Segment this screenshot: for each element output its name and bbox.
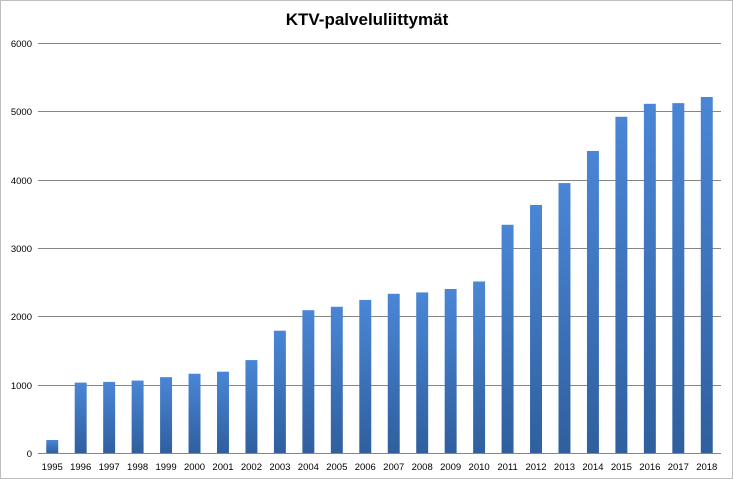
bar-1997 <box>103 381 116 453</box>
bar-2007 <box>387 293 400 453</box>
bar-2018 <box>700 96 713 453</box>
x-tick-label: 2011 <box>497 462 517 473</box>
y-tick-label: 4000 <box>11 176 32 187</box>
x-tick-label: 2008 <box>412 462 433 473</box>
x-tick-label: 1999 <box>155 462 176 473</box>
x-tick-label: 1997 <box>99 462 120 473</box>
bar-2008 <box>416 292 429 453</box>
y-axis-ticks: 0 1000 2000 3000 4000 5000 6000 <box>11 39 32 460</box>
gridlines <box>38 43 721 454</box>
bar-1999 <box>160 377 173 453</box>
x-tick-label: 2015 <box>611 462 632 473</box>
x-tick-label: 2018 <box>696 462 717 473</box>
bar-2012 <box>530 204 542 453</box>
x-tick-label: 2016 <box>639 462 660 473</box>
x-tick-label: 2006 <box>355 462 376 473</box>
x-tick-label: 2012 <box>525 462 546 473</box>
bar-2006 <box>359 299 372 453</box>
bar-2013 <box>558 183 571 454</box>
chart-title: KTV-palveluliittymät <box>286 10 449 29</box>
bar-2011 <box>501 224 514 453</box>
bars <box>46 96 713 454</box>
x-tick-label: 2010 <box>469 462 490 473</box>
bar-2001 <box>217 371 229 453</box>
bar-2009 <box>444 289 457 453</box>
x-tick-label: 2009 <box>440 462 461 473</box>
bar-2002 <box>245 360 258 453</box>
x-tick-label: 2014 <box>582 462 603 473</box>
x-tick-label: 2002 <box>241 462 262 473</box>
y-tick-label: 6000 <box>11 39 32 50</box>
bar-2000 <box>188 373 201 453</box>
bar-2014 <box>586 150 599 453</box>
bar-2015 <box>615 116 628 454</box>
x-tick-label: 1995 <box>42 462 63 473</box>
x-tick-label: 2000 <box>184 462 205 473</box>
x-tick-label: 2001 <box>212 462 233 473</box>
y-tick-label: 0 <box>27 449 32 460</box>
bar-2010 <box>473 281 486 453</box>
x-tick-label: 1998 <box>127 462 148 473</box>
x-tick-label: 2005 <box>326 462 347 473</box>
bar-2004 <box>302 310 315 453</box>
x-axis-ticks: 1995 1996 1997 1998 1999 2000 2001 2002 2003 2004… <box>42 462 718 473</box>
bar-1995 <box>46 440 59 453</box>
y-tick-label: 3000 <box>11 244 32 255</box>
y-tick-label: 2000 <box>11 312 32 323</box>
y-tick-label: 1000 <box>11 381 32 392</box>
bar-2005 <box>330 306 343 453</box>
bar-2003 <box>273 330 286 453</box>
x-tick-label: 1996 <box>70 462 91 473</box>
x-tick-label: 2004 <box>298 462 319 473</box>
y-tick-label: 5000 <box>11 107 32 118</box>
x-tick-label: 2003 <box>269 462 290 473</box>
bar-1996 <box>74 382 87 453</box>
bar-2017 <box>672 103 685 453</box>
x-tick-label: 2013 <box>554 462 575 473</box>
bar-2016 <box>643 103 656 454</box>
x-tick-label: 2007 <box>383 462 404 473</box>
bar-1998 <box>131 380 144 453</box>
x-tick-label: 2017 <box>668 462 689 473</box>
